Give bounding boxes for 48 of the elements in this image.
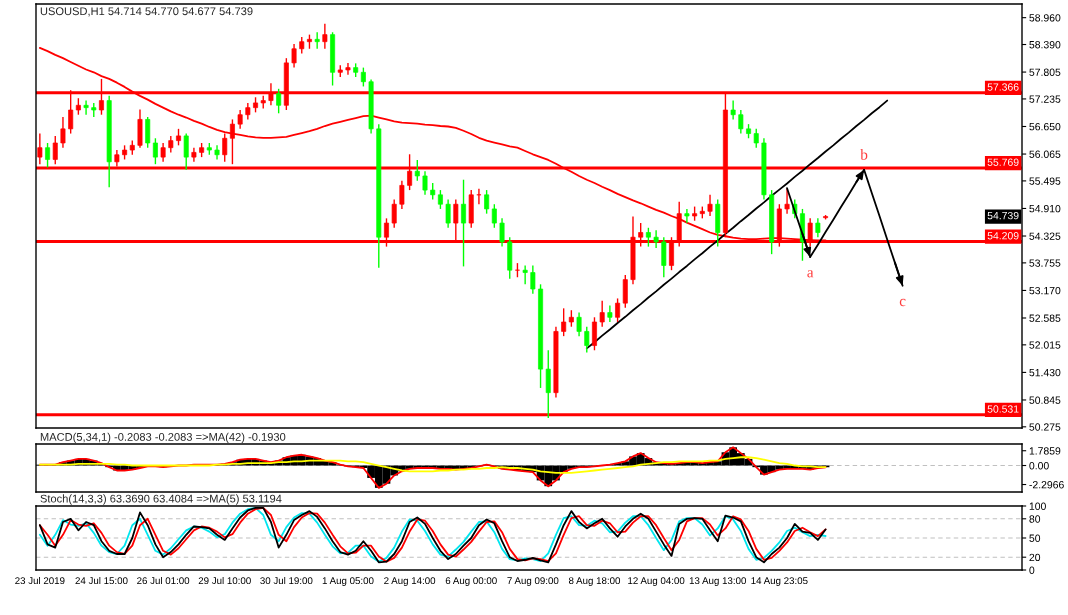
y-tick-label: 50	[1029, 534, 1041, 542]
x-tick-label: 30 Jul 19:00	[260, 576, 313, 585]
annotation: c	[899, 298, 906, 307]
y-tick-label: 100	[1029, 502, 1046, 510]
y-tick-label: 56.650	[1029, 122, 1061, 131]
y-tick-label: 54.325	[1029, 232, 1061, 240]
annotation: 54.739	[987, 211, 1019, 220]
x-tick-label: 13 Aug 13:00	[689, 577, 746, 587]
y-tick-label: -2.2966	[1029, 481, 1064, 489]
x-tick-label: 29 Jul 10:00	[198, 576, 251, 585]
y-tick-label: 56.065	[1029, 150, 1061, 158]
y-tick-label: 20	[1029, 553, 1041, 562]
annotation: b	[860, 149, 868, 160]
x-tick-label: 26 Jul 01:00	[137, 576, 190, 585]
y-tick-label: 58.390	[1029, 41, 1061, 49]
ref-line-label: 50.531	[987, 405, 1019, 413]
y-tick-label: 52.015	[1029, 341, 1061, 349]
y-tick-label: 50.845	[1029, 396, 1061, 404]
x-tick-label: 8 Aug 18:00	[568, 577, 621, 587]
y-tick-label: 53.755	[1029, 259, 1061, 267]
y-tick-label: 57.805	[1029, 68, 1061, 76]
y-tick-label: 55.495	[1029, 177, 1061, 185]
y-tick-label: 51.430	[1029, 368, 1061, 377]
y-tick-label: 54.910	[1029, 204, 1061, 213]
ref-line-label: 57.366	[987, 83, 1019, 91]
y-tick-label: 57.235	[1029, 95, 1061, 103]
x-tick-label: 2 Aug 14:00	[384, 577, 436, 587]
ref-line-label: 55.769	[987, 158, 1019, 166]
y-tick-label: 58.960	[1029, 14, 1061, 22]
x-tick-label: 1 Aug 05:00	[322, 577, 374, 587]
chart-title: Stoch(14,3,3) 63.3690 63.4084 =>MA(5) 53.1194	[40, 494, 282, 505]
x-tick-label: 12 Aug 04:00	[628, 577, 685, 587]
x-tick-label: 23 Jul 2019	[15, 576, 65, 585]
y-tick-label: 80	[1029, 515, 1041, 523]
y-tick-label: 0	[1029, 566, 1035, 574]
y-tick-label: 1.7859	[1029, 447, 1061, 455]
chart-title: MACD(5,34,1) -0.2083 -0.2083 =>MA(42) -0.1930	[40, 432, 286, 444]
x-tick-label: 6 Aug 00:00	[445, 577, 497, 587]
x-tick-label: 24 Jul 15:00	[75, 576, 128, 585]
y-tick-label: 0.00	[1029, 462, 1049, 470]
chart-title: USOUSD,H1 54.714 54.770 54.677 54.739	[40, 7, 253, 17]
annotation: a	[807, 270, 814, 278]
x-tick-label: 7 Aug 09:00	[507, 577, 559, 587]
y-tick-label: 53.170	[1029, 286, 1061, 295]
y-tick-label: 52.585	[1029, 314, 1061, 322]
ref-line-label: 54.209	[987, 232, 1019, 240]
x-tick-label: 14 Aug 23:05	[751, 577, 808, 587]
y-tick-label: 50.275	[1029, 423, 1061, 431]
